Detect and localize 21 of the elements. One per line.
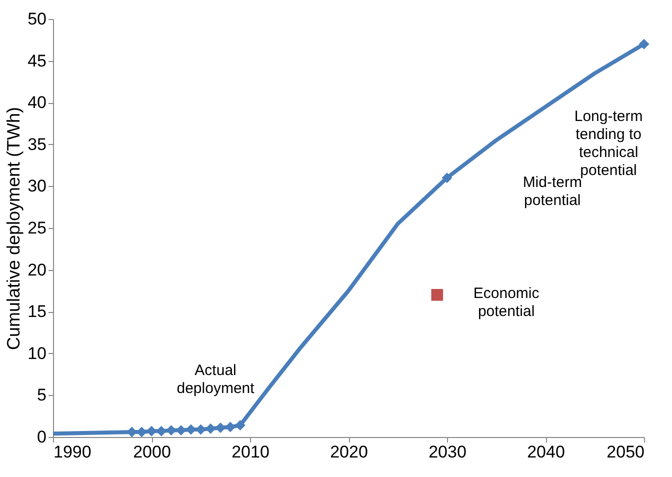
y-tick-label: 30 <box>28 176 46 196</box>
x-tick-label: 2050 <box>606 442 644 462</box>
x-tick-label: 2040 <box>527 442 565 462</box>
x-tick-label: 2000 <box>133 442 171 462</box>
x-tick-label: 2030 <box>428 442 466 462</box>
y-tick-label: 25 <box>28 218 46 238</box>
y-tick-label: 35 <box>28 134 46 154</box>
y-tick-label: 20 <box>28 260 46 280</box>
y-tick-label: 15 <box>28 302 46 322</box>
x-tick-label: 2010 <box>232 442 270 462</box>
y-tick-label: 50 <box>28 10 46 28</box>
y-tick-label: 0 <box>37 428 46 446</box>
x-tick-label: 2020 <box>330 442 368 462</box>
y-axis-title: Cumulative deployment (TWh) <box>4 106 24 350</box>
y-tick-label: 5 <box>37 386 46 405</box>
annotation: Actual deployment <box>176 362 256 398</box>
annotation: Economic potential <box>473 285 540 320</box>
y-tick-label: 45 <box>28 51 46 70</box>
y-tick-label: 40 <box>28 93 46 112</box>
x-tick-label: 1990 <box>54 442 92 462</box>
y-tick-label: 10 <box>28 344 46 363</box>
